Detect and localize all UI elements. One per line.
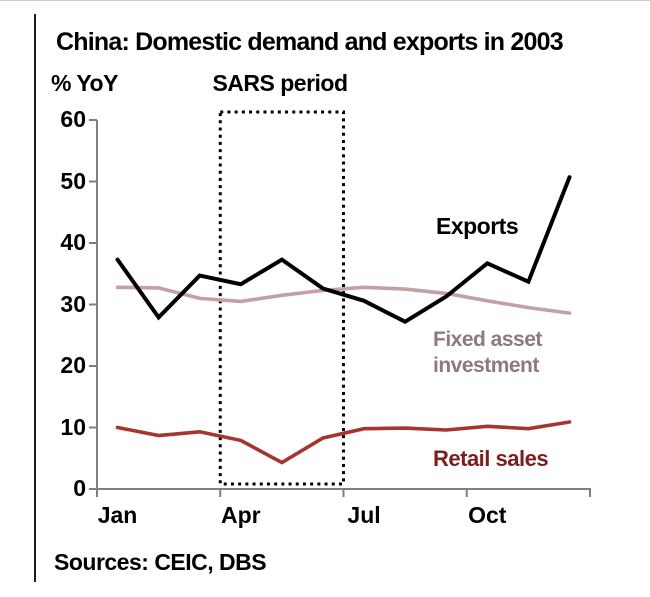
x-tick-label-jul: Jul — [347, 502, 381, 528]
x-tick-label-oct: Oct — [468, 502, 507, 528]
y-tick-label-50: 50 — [60, 167, 86, 194]
series-line-exports — [115, 175, 572, 324]
sars-period-dotted-box — [218, 110, 345, 486]
sources-note: Sources: CEIC, DBS — [54, 549, 267, 575]
y-tick-label-0: 0 — [73, 475, 86, 501]
x-tick-label-jan: Jan — [97, 502, 138, 528]
y-axis-unit-label: % YoY — [51, 70, 118, 96]
series-label-fixed-asset-investment: Fixed asset investment — [433, 328, 542, 378]
series-line-fixed-asset-investment — [115, 285, 572, 315]
y-tick-label-20: 20 — [60, 352, 86, 378]
x-tick-label-apr: Apr — [220, 502, 261, 528]
series-label-retail-sales: Retail sales — [433, 446, 549, 471]
y-tick-label-30: 30 — [60, 290, 86, 317]
left-border-line — [34, 14, 36, 582]
y-tick-label-10: 10 — [60, 413, 86, 440]
sars-period-annotation-label: SARS period — [212, 70, 348, 96]
y-tick-label-60: 60 — [60, 106, 86, 132]
y-tick-label-40: 40 — [60, 229, 86, 255]
series-line-retail-sales — [115, 420, 572, 465]
series-label-exports: Exports — [436, 213, 519, 239]
top-border-line — [0, 0, 650, 1]
chart-title: China: Domestic demand and exports in 20… — [56, 28, 564, 56]
